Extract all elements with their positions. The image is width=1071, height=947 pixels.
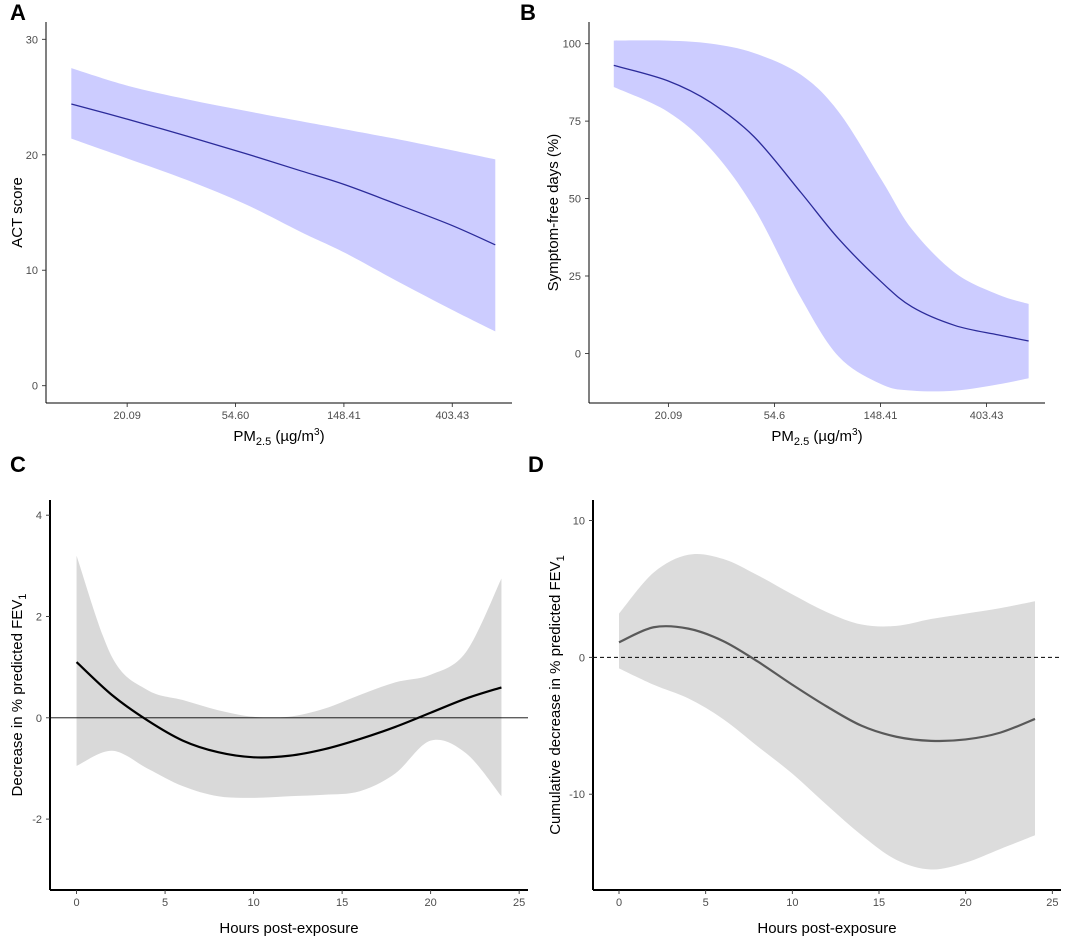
x-tick-label: 20.09 [655,410,683,422]
x-tick-label: 25 [513,897,525,909]
y-tick-label: 0 [36,713,42,725]
panel-c: C 0 5 10 15 20 25 -2 0 2 4 Hours post-exposure Decre… [9,452,528,937]
confidence-band [76,555,502,798]
y-tick-label: 100 [563,39,581,51]
confidence-band [613,40,1029,392]
y-axis-title: ACT score [9,177,26,248]
x-tick-label: 403.43 [435,410,469,422]
x-tick-label: 0 [73,897,79,909]
y-tick-label: 0 [32,381,38,393]
y-axis-title: Symptom-free days (%) [545,134,562,292]
y-axis-title: Decrease in % predicted FEV1 [9,594,29,797]
x-tick-label: 54.60 [222,410,250,422]
fitted-line [75,661,502,759]
x-axis-title: PM2.5 (µg/m3) [771,427,862,448]
panel-d: D 0 5 10 15 20 25 -10 0 10 Hours post-exposure Cumu… [528,452,1061,937]
x-tick-label: 5 [162,897,168,909]
x-tick-label: 20 [425,897,437,909]
y-axis-title: Cumulative decrease in % predicted FEV1 [547,555,567,835]
x-tick-label: 10 [786,897,798,909]
x-axis-title: Hours post-exposure [757,920,896,937]
panel-b: B 20.09 54.6 148.41 403.43 0 25 50 75 100 PM2.5 (µ… [520,0,1045,448]
y-tick-label: 4 [36,510,42,522]
y-tick-label: -2 [32,814,42,826]
x-tick-label: 20.09 [113,410,141,422]
confidence-band [71,68,496,332]
x-tick-label: 403.43 [970,410,1004,422]
x-tick-label: 5 [703,897,709,909]
confidence-band [619,553,1035,870]
panel-letter: A [10,0,26,25]
panel-letter: B [520,0,536,25]
y-tick-label: 10 [26,265,38,277]
panel-a: A 20.09 54.60 148.41 403.43 0 10 20 30 PM2.5 (µg/… [9,0,512,448]
fitted-line [71,103,496,246]
panel-letter: C [10,452,26,477]
y-tick-label: 10 [573,516,585,528]
x-tick-label: 148.41 [327,410,361,422]
x-tick-label: 25 [1046,897,1058,909]
x-tick-label: 54.6 [764,410,785,422]
y-tick-label: 2 [36,611,42,623]
x-tick-label: 148.41 [864,410,898,422]
x-tick-label: 15 [336,897,348,909]
y-tick-label: -10 [569,789,585,801]
x-axis-title: PM2.5 (µg/m3) [233,427,324,448]
y-tick-label: 50 [569,194,581,206]
y-tick-label: 0 [575,348,581,360]
y-tick-label: 25 [569,271,581,283]
y-tick-label: 20 [26,150,38,162]
x-tick-label: 15 [873,897,885,909]
y-tick-label: 30 [26,34,38,46]
x-tick-label: 10 [247,897,259,909]
y-tick-label: 75 [569,116,581,128]
x-tick-label: 0 [616,897,622,909]
x-axis-title: Hours post-exposure [219,920,358,937]
fitted-line [618,624,1036,743]
x-tick-label: 20 [960,897,972,909]
panel-letter: D [528,452,544,477]
y-tick-label: 0 [579,652,585,664]
fitted-line [613,64,1029,342]
